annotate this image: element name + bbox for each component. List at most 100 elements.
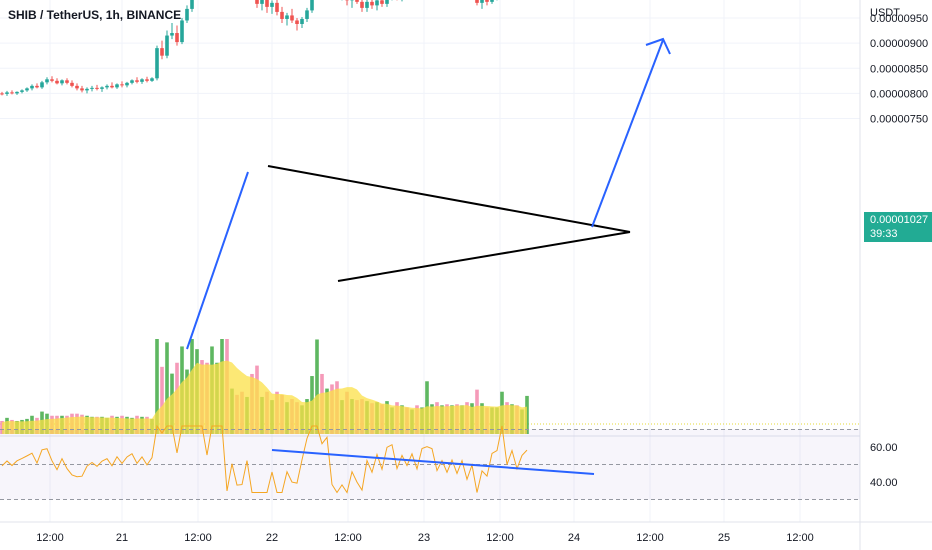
candle-body [295, 20, 299, 24]
time-tick-label: 24 [568, 532, 580, 544]
candles [0, 0, 498, 96]
rsi-line [1, 424, 528, 494]
candle-body [260, 0, 264, 4]
candle-body [25, 88, 29, 91]
candle-body [60, 80, 64, 84]
time-tick-label: 12:00 [636, 532, 664, 544]
time-tick-label: 22 [266, 532, 278, 544]
candle-body [50, 79, 54, 81]
rsi-tick-label: 40.00 [870, 477, 898, 489]
volume-bar [165, 342, 169, 434]
candle-body [85, 88, 89, 91]
candle-body [110, 85, 114, 88]
candle-body [115, 84, 119, 88]
candle-body [300, 18, 304, 24]
candle-body [80, 88, 84, 91]
candle-body [90, 87, 94, 89]
pump-trend-line [186, 171, 249, 350]
volume-bar [0, 420, 4, 434]
candle-body [150, 78, 154, 81]
candle-body [160, 48, 164, 56]
candle-body [475, 0, 479, 3]
candle-body [255, 0, 259, 4]
candle-body [145, 79, 149, 81]
candle-body [175, 33, 179, 43]
candle-body [285, 15, 289, 19]
candle-body [15, 91, 19, 94]
time-axis[interactable]: 12:00 21 12:00 22 12:00 23 12:00 24 12:00 25 12:00 [36, 532, 814, 544]
triangle-lower-line [337, 231, 631, 282]
candle-body [120, 84, 124, 86]
time-tick-label: 12:00 [184, 532, 212, 544]
volume-bar [160, 366, 164, 434]
candle-body [270, 2, 274, 7]
candle-body [125, 82, 129, 86]
candle-body [20, 90, 24, 92]
bar-countdown: 39:33 [870, 228, 898, 240]
symbol-title: SHIB / TetherUS, 1h, BINANCE [8, 8, 182, 22]
rsi-divergence-line [271, 449, 595, 475]
candle-body [370, 1, 374, 6]
candle-body [380, 0, 384, 4]
time-tick-label: 12:00 [786, 532, 814, 544]
candle-body [65, 80, 69, 83]
candle-body [485, 0, 489, 2]
candle-body [0, 93, 4, 95]
candle-body [95, 87, 99, 89]
rsi-panel: 40.00 60.00 [0, 424, 898, 500]
time-tick-label: 12:00 [486, 532, 514, 544]
candle-body [265, 0, 269, 7]
candle-body [155, 48, 159, 79]
candle-body [55, 80, 59, 84]
breakout-arrow-line [591, 39, 664, 228]
time-tick-label: 23 [418, 532, 430, 544]
candle-body [10, 92, 14, 94]
candle-body [290, 15, 294, 21]
currency-label: USDT [870, 7, 900, 19]
candle-body [185, 8, 189, 21]
candle-body [130, 80, 134, 83]
time-tick-label: 25 [718, 532, 730, 544]
volume-bar [315, 339, 319, 434]
last-price-tag: 0.00001027 39:33 [864, 212, 932, 242]
candle-body [40, 82, 44, 88]
price-tick-label: 0.00000750 [870, 114, 928, 126]
candle-body [480, 0, 484, 3]
drawings [186, 37, 671, 475]
triangle-upper-line [267, 165, 631, 233]
candle-body [310, 0, 314, 11]
candle-body [375, 0, 379, 6]
price-tick-label: 0.00000900 [870, 38, 928, 50]
candle-body [170, 33, 174, 36]
candle-body [105, 85, 109, 88]
breakout-arrow-head [645, 37, 671, 55]
time-tick-label: 12:00 [334, 532, 362, 544]
candle-body [305, 10, 309, 19]
price-tick-label: 0.00000950 [870, 13, 928, 25]
candle-body [165, 35, 169, 56]
candle-body [360, 1, 364, 8]
candle-body [280, 11, 284, 19]
volume-ma-area [2, 360, 527, 434]
candle-body [135, 80, 139, 82]
time-tick-label: 12:00 [36, 532, 64, 544]
rsi-tick-label: 60.00 [870, 442, 898, 454]
candle-body [190, 0, 194, 9]
candle-body [355, 0, 359, 2]
candle-body [365, 1, 369, 8]
candle-body [140, 79, 144, 82]
volume-bar [155, 339, 159, 434]
candle-body [100, 87, 104, 89]
price-axis[interactable]: USDT 0.00000750 0.00000800 0.00000850 0.0000… [870, 0, 928, 126]
candle-body [75, 85, 79, 89]
time-tick-label: 21 [116, 532, 128, 544]
candle-body [275, 2, 279, 12]
candle-body [490, 0, 494, 2]
candle-body [70, 82, 74, 86]
price-tick-label: 0.00000850 [870, 63, 928, 75]
candle-body [45, 79, 49, 83]
candle-body [35, 85, 39, 88]
last-price-value: 0.00001027 [870, 214, 929, 226]
